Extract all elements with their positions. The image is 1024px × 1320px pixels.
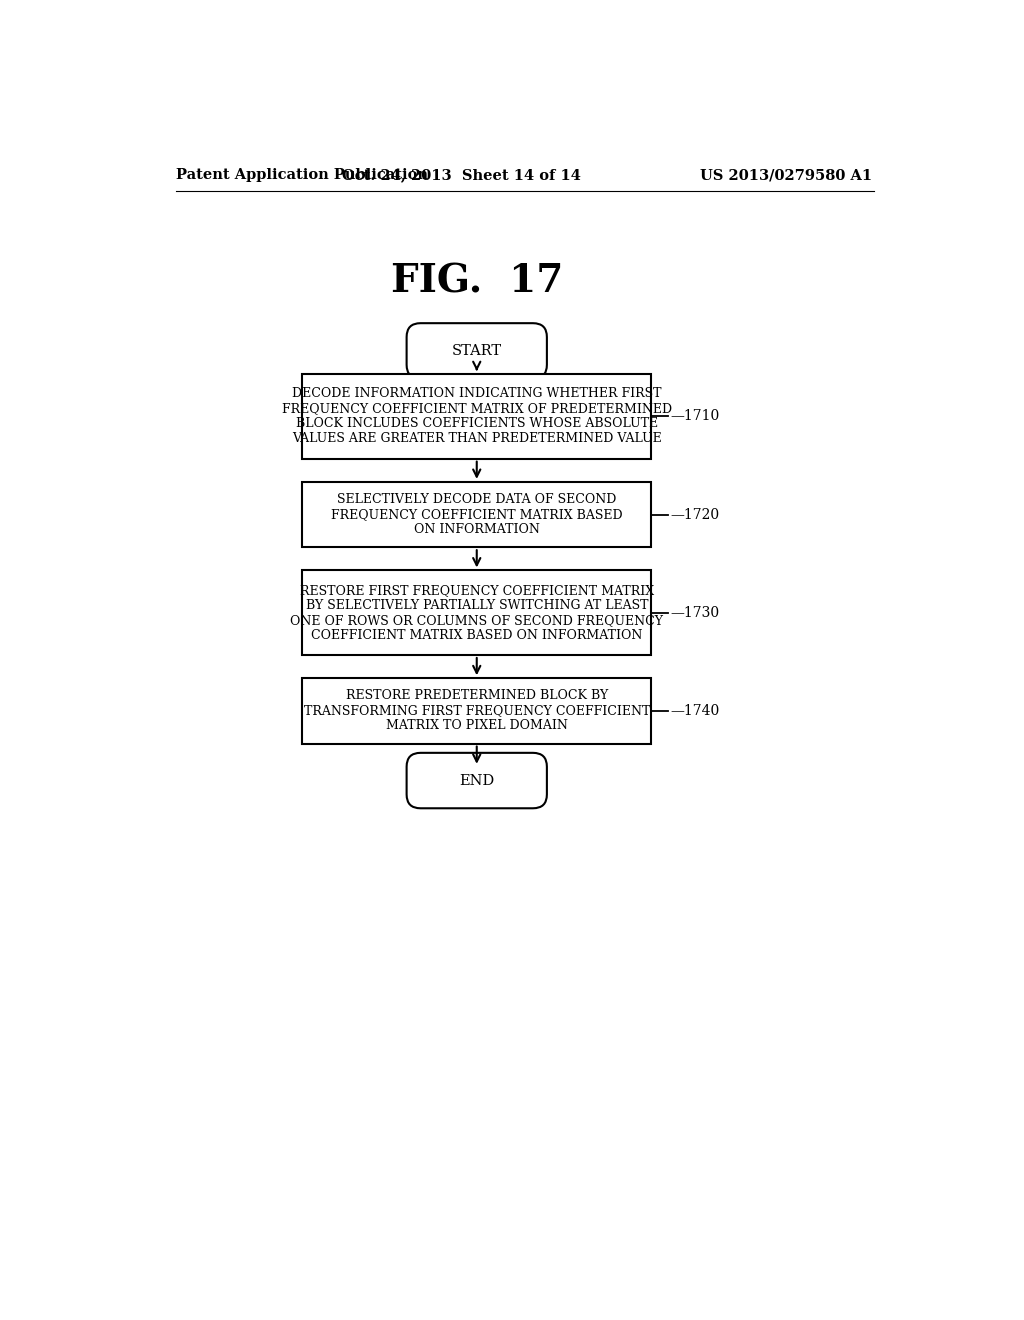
Text: COEFFICIENT MATRIX BASED ON INFORMATION: COEFFICIENT MATRIX BASED ON INFORMATION — [311, 628, 642, 642]
Text: SELECTIVELY DECODE DATA OF SECOND: SELECTIVELY DECODE DATA OF SECOND — [337, 492, 616, 506]
Text: FREQUENCY COEFFICIENT MATRIX BASED: FREQUENCY COEFFICIENT MATRIX BASED — [331, 508, 623, 521]
Text: Patent Application Publication: Patent Application Publication — [176, 169, 428, 182]
Text: FIG.  17: FIG. 17 — [390, 263, 563, 301]
Text: END: END — [459, 774, 495, 788]
Text: BY SELECTIVELY PARTIALLY SWITCHING AT LEAST: BY SELECTIVELY PARTIALLY SWITCHING AT LE… — [305, 599, 648, 611]
FancyBboxPatch shape — [302, 678, 651, 743]
Text: —1740: —1740 — [671, 704, 720, 718]
Text: START: START — [452, 345, 502, 358]
Text: TRANSFORMING FIRST FREQUENCY COEFFICIENT: TRANSFORMING FIRST FREQUENCY COEFFICIENT — [303, 705, 650, 717]
Text: —1720: —1720 — [671, 507, 720, 521]
Text: MATRIX TO PIXEL DOMAIN: MATRIX TO PIXEL DOMAIN — [386, 719, 567, 733]
Text: VALUES ARE GREATER THAN PREDETERMINED VALUE: VALUES ARE GREATER THAN PREDETERMINED VA… — [292, 433, 662, 445]
Text: US 2013/0279580 A1: US 2013/0279580 A1 — [699, 169, 872, 182]
FancyBboxPatch shape — [407, 323, 547, 379]
Text: RESTORE FIRST FREQUENCY COEFFICIENT MATRIX: RESTORE FIRST FREQUENCY COEFFICIENT MATR… — [300, 583, 653, 597]
Text: ON INFORMATION: ON INFORMATION — [414, 523, 540, 536]
Text: —1730: —1730 — [671, 606, 720, 619]
Text: Oct. 24, 2013  Sheet 14 of 14: Oct. 24, 2013 Sheet 14 of 14 — [342, 169, 581, 182]
Text: FREQUENCY COEFFICIENT MATRIX OF PREDETERMINED: FREQUENCY COEFFICIENT MATRIX OF PREDETER… — [282, 403, 672, 416]
Text: —1710: —1710 — [671, 409, 720, 424]
Text: DECODE INFORMATION INDICATING WHETHER FIRST: DECODE INFORMATION INDICATING WHETHER FI… — [292, 387, 662, 400]
Text: ONE OF ROWS OR COLUMNS OF SECOND FREQUENCY: ONE OF ROWS OR COLUMNS OF SECOND FREQUEN… — [290, 614, 664, 627]
FancyBboxPatch shape — [302, 482, 651, 548]
FancyBboxPatch shape — [302, 374, 651, 459]
FancyBboxPatch shape — [407, 752, 547, 808]
Text: RESTORE PREDETERMINED BLOCK BY: RESTORE PREDETERMINED BLOCK BY — [346, 689, 608, 702]
FancyBboxPatch shape — [302, 570, 651, 655]
Text: BLOCK INCLUDES COEFFICIENTS WHOSE ABSOLUTE: BLOCK INCLUDES COEFFICIENTS WHOSE ABSOLU… — [296, 417, 657, 430]
